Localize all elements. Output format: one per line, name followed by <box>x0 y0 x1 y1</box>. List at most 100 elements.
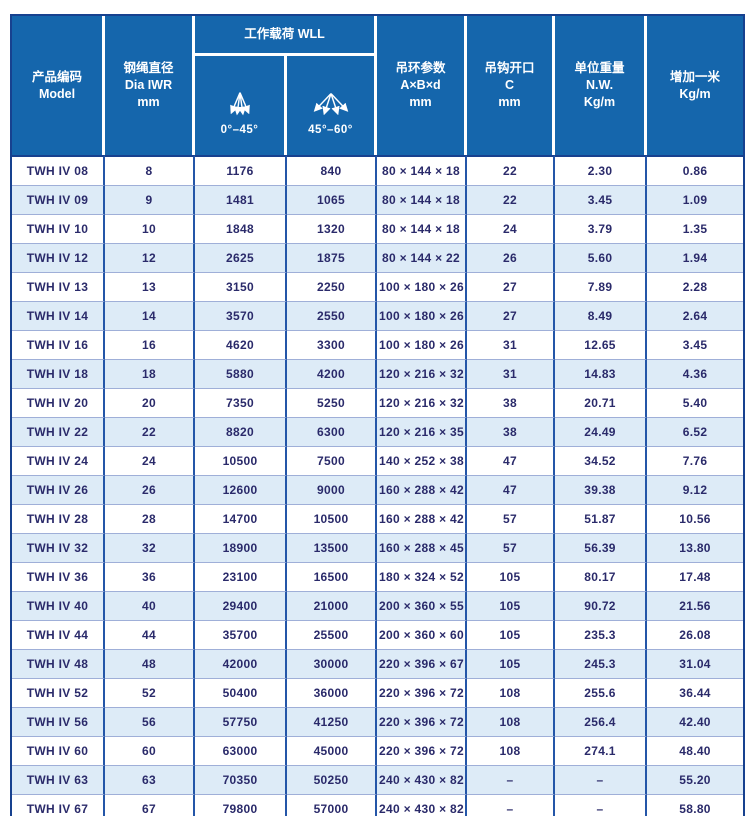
hook-opening-cell: 27 <box>467 301 556 331</box>
dia-cell: 28 <box>105 504 195 534</box>
wll-45-60-cell: 1875 <box>287 243 378 273</box>
unit-weight-cell: 90.72 <box>555 591 648 621</box>
unit-weight-cell: 3.45 <box>555 185 648 215</box>
unit-weight-cell: 255.6 <box>555 678 648 708</box>
add-per-meter-cell: 5.40 <box>647 388 744 418</box>
add-per-meter-cell: 0.86 <box>647 155 744 186</box>
add-per-meter-cell: 7.76 <box>647 446 744 476</box>
model-cell: TWH IV 67 <box>12 794 105 816</box>
dia-cell: 56 <box>105 707 195 737</box>
ring-dims-cell: 100 × 180 × 26 <box>377 272 468 302</box>
hook-opening-cell: 105 <box>467 649 556 679</box>
ring-dims-cell: 220 × 396 × 72 <box>377 678 468 708</box>
angle-range-label: 0°–45° <box>220 123 259 136</box>
dia-cell: 36 <box>105 562 195 592</box>
unit-weight-cell: 51.87 <box>555 504 648 534</box>
header-unit-weight: 单位重量 N.W. Kg/m <box>555 16 648 156</box>
header-wll-0-45: 0°–45° <box>195 53 287 156</box>
wll-0-45-cell: 1481 <box>195 185 287 215</box>
unit-weight-cell: 256.4 <box>555 707 648 737</box>
wll-0-45-cell: 7350 <box>195 388 287 418</box>
hook-opening-cell: 38 <box>467 417 556 447</box>
unit-weight-cell: 24.49 <box>555 417 648 447</box>
wll-45-60-cell: 9000 <box>287 475 378 505</box>
table-row: TWH IV 63 63 70350 50250 240 × 430 × 82– –55.… <box>12 765 744 795</box>
table-row: TWH IV 67 67 79800 57000 240 × 430 × 82– –58.… <box>12 794 744 816</box>
unit-weight-cell: 39.38 <box>555 475 648 505</box>
model-cell: TWH IV 26 <box>12 475 105 505</box>
dia-cell: 48 <box>105 649 195 679</box>
dia-cell: 26 <box>105 475 195 505</box>
wll-45-60-cell: 4200 <box>287 359 378 389</box>
ring-dims-cell: 200 × 360 × 60 <box>377 620 468 650</box>
table-body: TWH IV 08 8 1176 840 80 × 144 × 18 22 2.30 0.86… <box>12 155 744 816</box>
wll-45-60-cell: 6300 <box>287 417 378 447</box>
ring-dims-cell: 120 × 216 × 32 <box>377 388 468 418</box>
wll-45-60-cell: 2550 <box>287 301 378 331</box>
wll-45-60-cell: 57000 <box>287 794 378 816</box>
add-per-meter-cell: 48.40 <box>647 736 744 766</box>
wll-0-45-cell: 23100 <box>195 562 287 592</box>
add-per-meter-cell: 2.28 <box>647 272 744 302</box>
hook-opening-cell: 57 <box>467 504 556 534</box>
table-row: TWH IV 09 9 1481 1065 80 × 144 × 18 22 3.45 1.0… <box>12 185 744 215</box>
ring-dims-cell: 220 × 396 × 72 <box>377 736 468 766</box>
unit-weight-cell: 12.65 <box>555 330 648 360</box>
wll-0-45-cell: 3150 <box>195 272 287 302</box>
dia-cell: 44 <box>105 620 195 650</box>
model-cell: TWH IV 48 <box>12 649 105 679</box>
wll-45-60-cell: 41250 <box>287 707 378 737</box>
wll-45-60-cell: 36000 <box>287 678 378 708</box>
wll-0-45-cell: 1176 <box>195 155 287 186</box>
wll-0-45-cell: 14700 <box>195 504 287 534</box>
unit-weight-cell: 2.30 <box>555 155 648 186</box>
ring-dims-cell: 100 × 180 × 26 <box>377 301 468 331</box>
add-per-meter-cell: 13.80 <box>647 533 744 563</box>
unit-weight-cell: 56.39 <box>555 533 648 563</box>
dia-cell: 67 <box>105 794 195 816</box>
table-row: TWH IV 60 60 63000 45000 220 × 396 × 72 108 27… <box>12 736 744 766</box>
hook-opening-cell: – <box>467 765 556 795</box>
wll-0-45-cell: 4620 <box>195 330 287 360</box>
wll-0-45-cell: 57750 <box>195 707 287 737</box>
ring-dims-cell: 80 × 144 × 22 <box>377 243 468 273</box>
wll-0-45-cell: 79800 <box>195 794 287 816</box>
dia-cell: 22 <box>105 417 195 447</box>
model-cell: TWH IV 52 <box>12 678 105 708</box>
ring-dims-cell: 100 × 180 × 26 <box>377 330 468 360</box>
table-row: TWH IV 24 24 10500 7500 140 × 252 × 38 47 34.5… <box>12 446 744 476</box>
hook-opening-cell: 26 <box>467 243 556 273</box>
wll-45-60-cell: 1065 <box>287 185 378 215</box>
wll-45-60-cell: 1320 <box>287 214 378 244</box>
dia-cell: 40 <box>105 591 195 621</box>
unit-weight-cell: 34.52 <box>555 446 648 476</box>
add-per-meter-cell: 10.56 <box>647 504 744 534</box>
add-per-meter-cell: 6.52 <box>647 417 744 447</box>
wll-0-45-cell: 8820 <box>195 417 287 447</box>
unit-weight-cell: 274.1 <box>555 736 648 766</box>
hook-opening-cell: 24 <box>467 214 556 244</box>
wll-45-60-cell: 5250 <box>287 388 378 418</box>
wll-0-45-cell: 63000 <box>195 736 287 766</box>
wll-0-45-cell: 18900 <box>195 533 287 563</box>
model-cell: TWH IV 14 <box>12 301 105 331</box>
wll-45-60-cell: 45000 <box>287 736 378 766</box>
hook-opening-cell: – <box>467 794 556 816</box>
unit-weight-cell: – <box>555 794 648 816</box>
ring-dims-cell: 240 × 430 × 82 <box>377 794 468 816</box>
ring-dims-cell: 160 × 288 × 42 <box>377 504 468 534</box>
wll-0-45-cell: 35700 <box>195 620 287 650</box>
header-add-per-meter: 增加一米 Kg/m <box>647 16 744 156</box>
table-row: TWH IV 28 28 14700 10500 160 × 288 × 42 57 51.… <box>12 504 744 534</box>
model-cell: TWH IV 13 <box>12 272 105 302</box>
unit-weight-cell: 7.89 <box>555 272 648 302</box>
ring-dims-cell: 240 × 430 × 82 <box>377 765 468 795</box>
wll-0-45-cell: 5880 <box>195 359 287 389</box>
dia-cell: 52 <box>105 678 195 708</box>
table-row: TWH IV 36 36 23100 16500 180 × 324 × 52 105 80… <box>12 562 744 592</box>
wll-45-60-cell: 16500 <box>287 562 378 592</box>
add-per-meter-cell: 58.80 <box>647 794 744 816</box>
ring-dims-cell: 180 × 324 × 52 <box>377 562 468 592</box>
table-row: TWH IV 20 20 7350 5250 120 × 216 × 32 38 20.71… <box>12 388 744 418</box>
